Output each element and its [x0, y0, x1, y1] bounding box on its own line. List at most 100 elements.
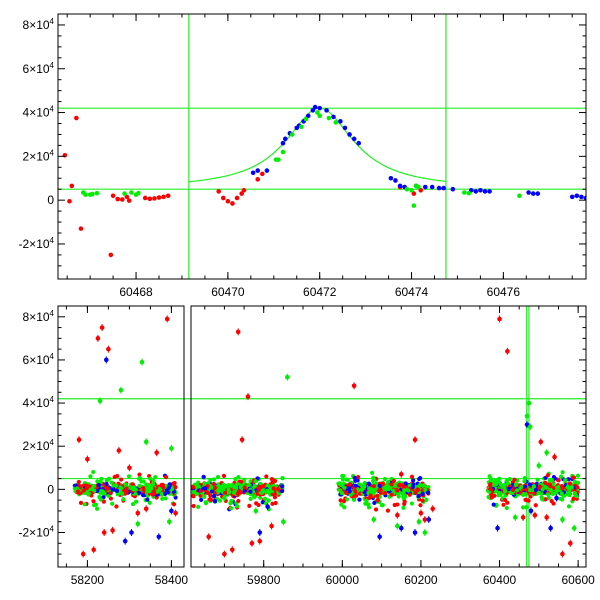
data-point [416, 184, 421, 190]
data-point [404, 186, 410, 192]
data-point [234, 195, 240, 201]
data-point [342, 125, 348, 131]
data-point [276, 157, 281, 162]
data-point [423, 184, 428, 190]
data-point [317, 113, 323, 119]
y-tick-label: -2×104 [19, 524, 55, 539]
data-point [436, 185, 442, 191]
data-point [255, 177, 261, 182]
y-tick-label: 8×104 [23, 309, 55, 324]
data-point [67, 198, 72, 204]
data-point [280, 140, 286, 146]
series-2 [97, 358, 577, 536]
plot-area [58, 14, 586, 279]
bottom-panel-full-light-curve: 8×104 6×104 4×104 2×104 0 -2×104 58200 58400 598… [19, 305, 595, 587]
y-tick-label: 0 [47, 482, 54, 496]
x-tick-label: 60000 [326, 573, 360, 587]
data-point [305, 113, 311, 119]
data-point [156, 195, 162, 200]
data-point [216, 189, 221, 194]
data-point [161, 194, 166, 200]
data-point [333, 120, 339, 125]
data-point [90, 191, 95, 197]
data-point [411, 191, 417, 196]
y-tick-label: 2×104 [23, 438, 55, 453]
series-0 [62, 115, 424, 258]
data-point [409, 188, 414, 193]
data-point [124, 194, 130, 200]
data-point [147, 196, 153, 202]
data-point [411, 203, 417, 208]
data-point [326, 115, 332, 121]
x-tick-label: 59800 [247, 573, 281, 587]
data-point [152, 196, 157, 201]
data-point [388, 175, 394, 181]
dense-point-cloud [72, 469, 581, 513]
series-1 [250, 104, 586, 201]
data-point [83, 192, 88, 197]
data-point [142, 195, 148, 201]
model-curve [188, 107, 447, 183]
x-tick-label: 60474 [395, 285, 429, 299]
data-point [418, 188, 424, 193]
data-point [115, 196, 120, 202]
data-point [74, 115, 79, 121]
data-point [347, 132, 352, 137]
plot-area [58, 306, 586, 567]
data-point [312, 104, 318, 110]
data-point [255, 168, 261, 173]
data-point [225, 198, 231, 204]
data-point [315, 110, 320, 115]
data-point [136, 190, 141, 196]
data-point [317, 105, 323, 111]
data-point [397, 183, 403, 189]
data-point [478, 188, 483, 193]
y-tick-label: 6×104 [23, 61, 55, 76]
x-tick-label: 58400 [155, 573, 189, 587]
data-point [239, 191, 244, 196]
data-point [331, 114, 336, 120]
y-tick-label: 0 [47, 193, 54, 207]
data-point [260, 171, 265, 177]
x-tick-label: 60472 [303, 285, 337, 299]
top-panel-zoomed-light-curve: 8×104 6×104 4×104 2×104 0 -2×104 60468 60470 604… [19, 13, 587, 299]
data-point [94, 190, 100, 196]
data-point [535, 191, 541, 196]
data-point [526, 190, 531, 195]
data-point [303, 116, 309, 122]
data-point [450, 186, 456, 192]
data-point [530, 191, 536, 196]
x-tick-label: 60468 [119, 285, 153, 299]
y-tick-label: 6×104 [23, 352, 55, 367]
data-point [165, 193, 171, 199]
data-point [356, 140, 362, 146]
x-tick-label: 60600 [561, 573, 595, 587]
data-point [441, 185, 446, 191]
data-point [69, 183, 75, 189]
data-point [241, 188, 247, 193]
y-tick-label: 2×104 [23, 148, 55, 163]
x-tick-label: 58200 [71, 573, 105, 587]
data-point [129, 190, 134, 195]
data-point [310, 108, 316, 113]
data-point [264, 168, 270, 173]
data-point [289, 132, 295, 137]
data-point [579, 194, 584, 200]
data-point [282, 136, 288, 142]
data-point [583, 195, 586, 201]
data-point [119, 197, 125, 202]
data-point [110, 193, 116, 199]
y-tick-label: 4×104 [23, 395, 55, 410]
data-point [338, 119, 343, 124]
data-point [569, 194, 575, 200]
data-point [299, 124, 304, 130]
data-point [487, 189, 492, 194]
y-tick-label: -2×104 [19, 236, 55, 251]
data-point [78, 226, 84, 231]
data-point [280, 149, 286, 155]
data-point [250, 170, 256, 176]
y-tick-label: 8×104 [23, 17, 55, 32]
y-tick-label: 4×104 [23, 105, 55, 120]
data-point [393, 178, 398, 183]
